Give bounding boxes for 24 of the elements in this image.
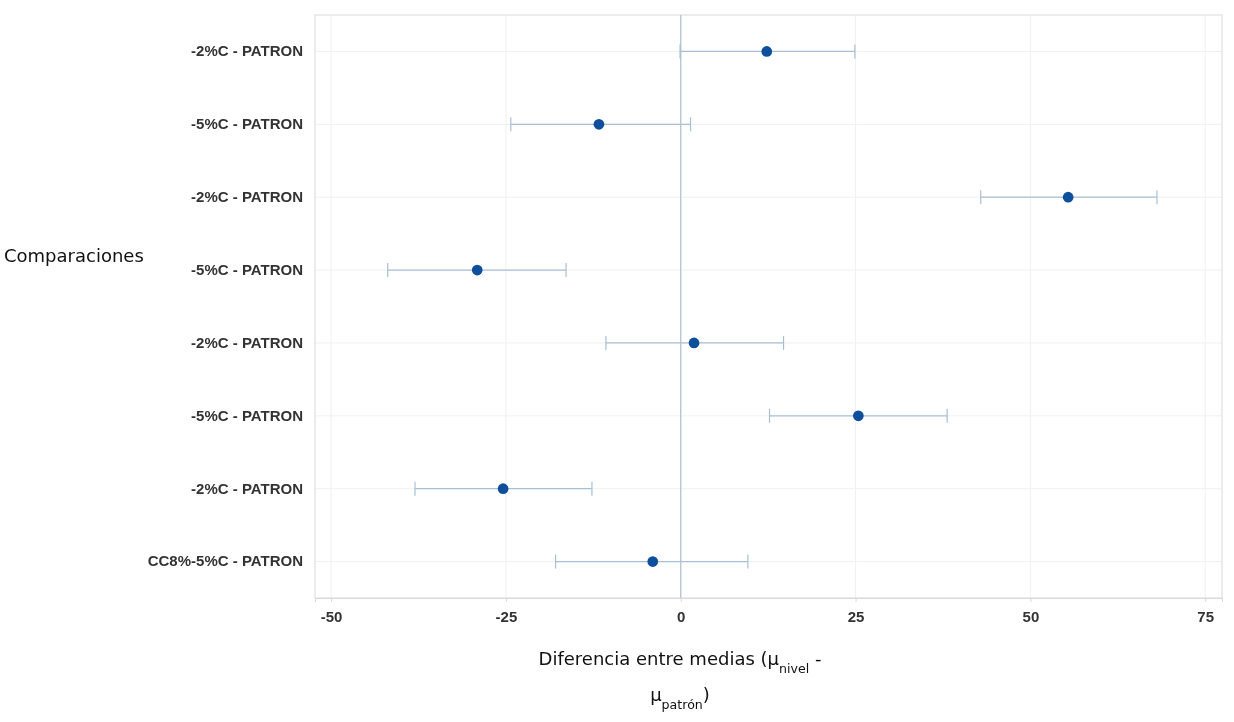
- point: [1062, 191, 1074, 203]
- y-tick-label: -5%C - PATRON: [191, 406, 303, 424]
- y-tick-label: -5%C - PATRON: [191, 115, 303, 133]
- point: [471, 264, 483, 276]
- point: [593, 118, 605, 130]
- y-tick-label: -5%C - PATRON: [191, 260, 303, 278]
- y-tick-label: -2%C - PATRON: [191, 479, 303, 497]
- point: [497, 483, 509, 495]
- y-tick-label: CC8%-5%C - PATRON: [147, 552, 303, 570]
- y-tick-label: -2%C - PATRON: [191, 333, 303, 351]
- x-tick-label: -25: [495, 607, 518, 625]
- point: [647, 556, 659, 567]
- y-tick-label: -2%C - PATRON: [191, 187, 303, 205]
- x-tick-label: 50: [1022, 607, 1040, 625]
- x-tick-label: 75: [1197, 607, 1215, 625]
- x-tick-label: -50: [320, 607, 343, 625]
- text: Diferencia entre medias (μ$_{nivel}$ - μ$_{patrón}$): [538, 648, 822, 712]
- point: [688, 337, 700, 349]
- y-tick-label: -2%C - PATRON: [191, 42, 303, 60]
- point: [761, 46, 773, 57]
- x-tick-label: 0: [677, 607, 686, 625]
- x-tick-label: 25: [847, 607, 865, 625]
- y-axis-title: Comparaciones: [4, 245, 144, 267]
- point: [853, 410, 864, 422]
